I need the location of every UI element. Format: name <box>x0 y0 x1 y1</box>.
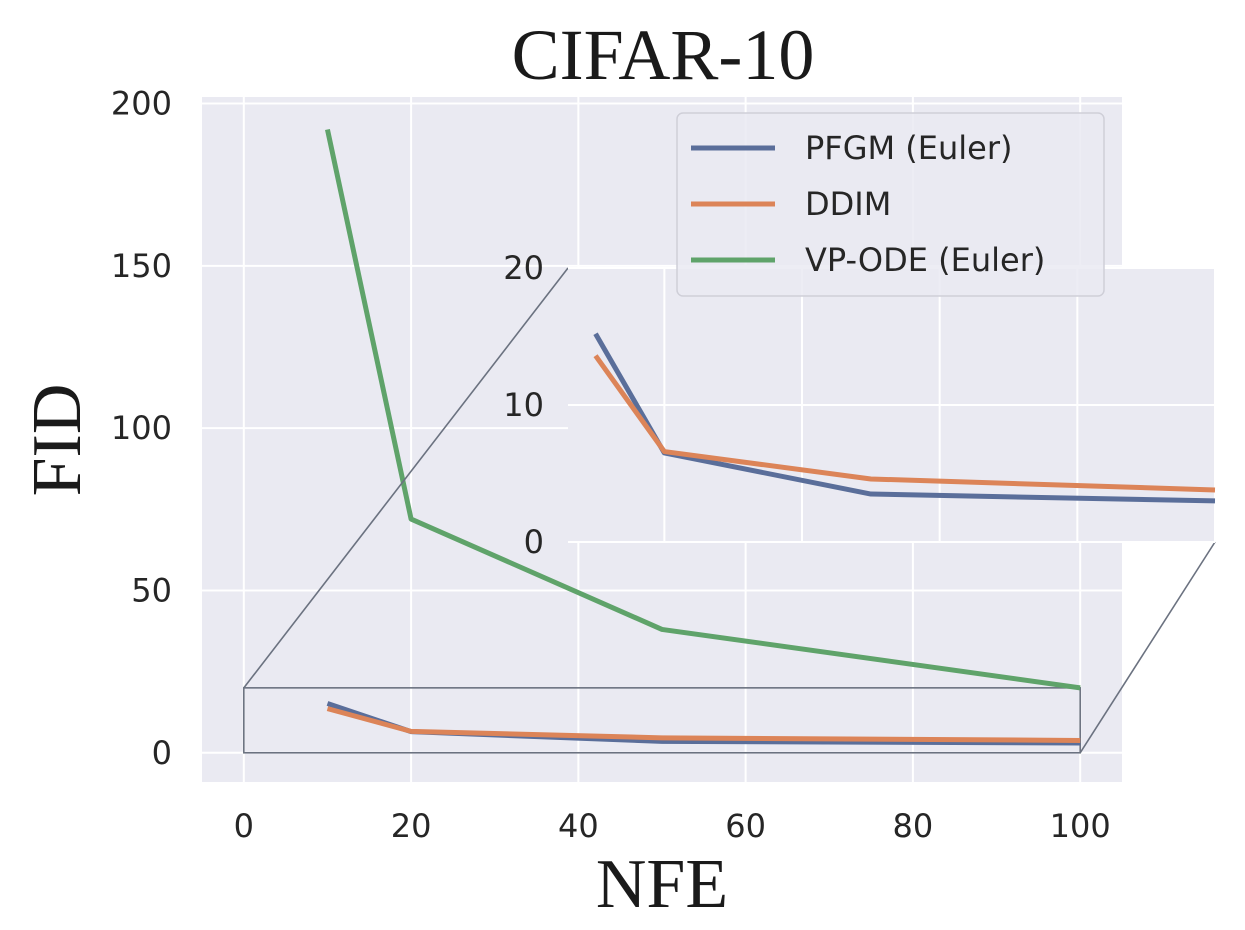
plot-area: 0 20 40 60 80 100 0 50 100 150 200 0 10 20 PFGM (Euler… <box>111 84 1216 845</box>
y-tick-label: 200 <box>111 84 172 122</box>
inset-y-tick-label: 0 <box>524 523 544 561</box>
y-tick-label: 50 <box>131 571 172 609</box>
x-tick-label: 60 <box>725 807 766 845</box>
zoom-connector-line <box>243 267 569 689</box>
legend-label: VP-ODE (Euler) <box>805 241 1045 279</box>
legend-box <box>676 112 1105 297</box>
zoom-region-box <box>243 687 1081 754</box>
zoom-connector-line <box>1079 541 1216 754</box>
y-tick-label: 100 <box>111 409 172 447</box>
x-tick-label: 80 <box>893 807 934 845</box>
y-axis-label: FID <box>19 384 96 497</box>
y-tick-label: 150 <box>111 247 172 285</box>
inset-y-tick-label: 10 <box>503 386 544 424</box>
x-tick-label: 100 <box>1050 807 1111 845</box>
chart-title: CIFAR-10 <box>512 15 815 95</box>
legend-label: DDIM <box>805 185 891 223</box>
series-line <box>326 706 1081 743</box>
x-tick-label: 20 <box>391 807 432 845</box>
legend-label: PFGM (Euler) <box>805 129 1012 167</box>
x-axis-label: NFE <box>596 846 728 923</box>
y-tick-label: 0 <box>152 734 172 772</box>
inset-y-tick-label: 20 <box>503 249 544 287</box>
series-line <box>325 128 1081 691</box>
inset-series-line <box>593 354 1216 493</box>
x-tick-label: 0 <box>234 807 254 845</box>
x-tick-label: 40 <box>558 807 599 845</box>
inset-series-line <box>593 332 1216 504</box>
